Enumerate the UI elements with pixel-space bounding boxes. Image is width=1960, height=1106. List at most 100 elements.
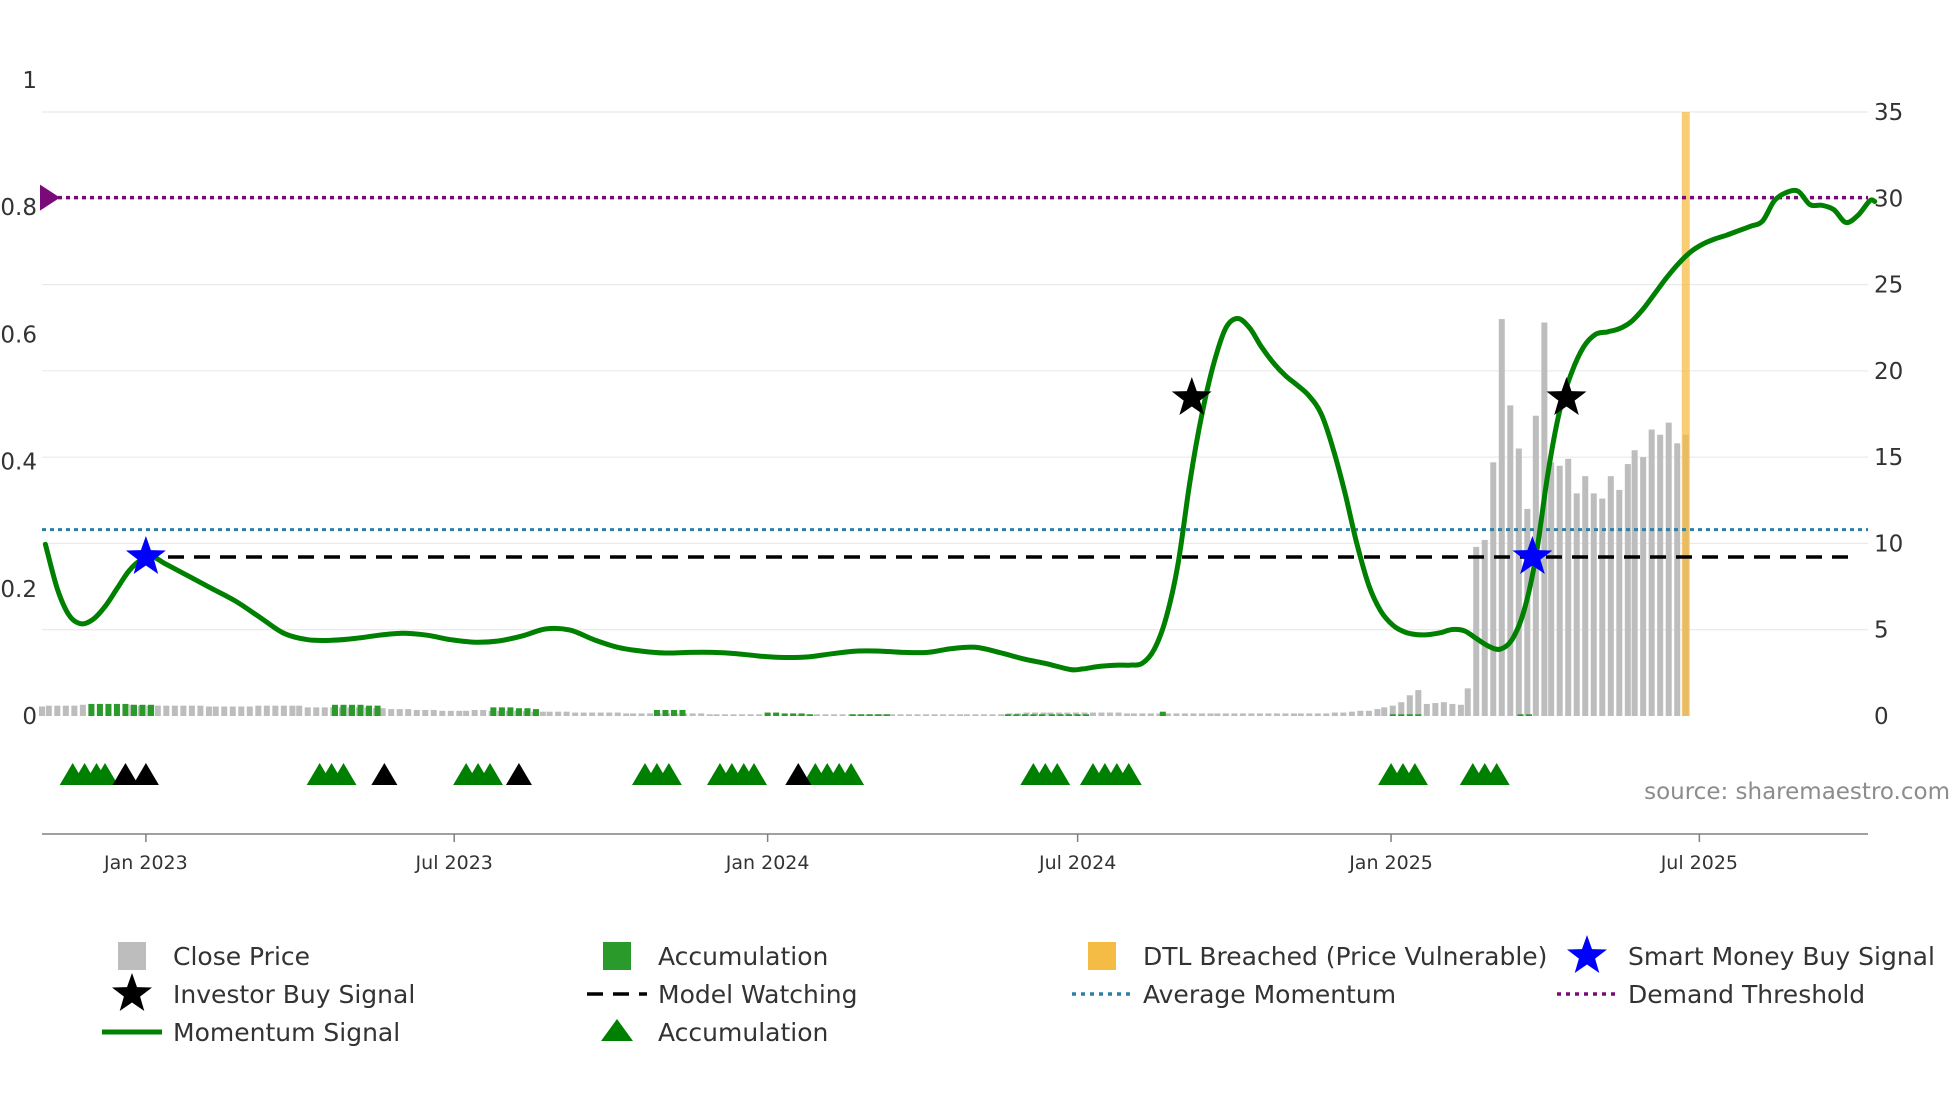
close-price-bar xyxy=(1164,713,1171,716)
dtl-breached-bar xyxy=(1681,112,1690,716)
close-price-bar xyxy=(546,711,553,716)
close-price-bar xyxy=(396,709,403,716)
close-price-bar xyxy=(706,714,713,716)
close-price-bar xyxy=(296,705,303,716)
close-price-bar xyxy=(1340,712,1347,716)
close-price-bar xyxy=(563,711,570,716)
accumulation-triangle xyxy=(838,763,865,785)
close-price-bar xyxy=(630,713,637,716)
close-price-bar xyxy=(730,714,737,716)
close-price-bar xyxy=(1406,695,1413,716)
y-right-tick-label: 0 xyxy=(1874,704,1889,730)
close-price-bar xyxy=(1181,713,1188,716)
accumulation-bar xyxy=(1013,714,1020,716)
accumulation-bar xyxy=(773,712,780,716)
legend-label: Close Price xyxy=(173,942,310,971)
close-price-bar xyxy=(480,709,487,716)
close-price-bar xyxy=(1282,713,1289,716)
y-right-tick-label: 15 xyxy=(1874,445,1903,471)
legend-star-icon xyxy=(112,973,152,1011)
close-price-bar xyxy=(313,707,320,716)
accumulation-bar xyxy=(357,704,364,716)
accumulation-bar xyxy=(1030,714,1037,716)
close-price-bar xyxy=(698,713,705,716)
legend-swatch xyxy=(1088,942,1116,970)
accumulation-triangle xyxy=(330,763,357,785)
close-price-bar xyxy=(1198,713,1205,716)
close-price-bar xyxy=(1565,458,1572,716)
close-price-bar xyxy=(54,705,61,716)
legend-label: DTL Breached (Price Vulnerable) xyxy=(1143,942,1547,971)
accumulation-bar xyxy=(849,714,856,716)
close-price-bar xyxy=(1423,703,1430,716)
close-price-bar xyxy=(997,714,1004,716)
close-price-bar xyxy=(1147,713,1154,716)
close-price-bar xyxy=(405,709,412,716)
accumulation-bar xyxy=(670,709,677,716)
tick-labels: Jan 2023 Jul 2023 Jan 2024 Jul 2024 Jan 2025… xyxy=(0,68,1903,874)
accumulation-bar xyxy=(139,704,146,716)
close-price-bar xyxy=(38,706,46,716)
accumulation-bar xyxy=(1406,714,1413,716)
accumulation-triangle xyxy=(476,763,503,785)
close-price-bar xyxy=(948,714,955,716)
close-price-bar xyxy=(1190,713,1197,716)
signal-markers xyxy=(59,377,1587,785)
close-price-bar xyxy=(923,714,930,716)
close-price-bar xyxy=(212,706,219,716)
accumulation-bar xyxy=(130,704,137,716)
close-price-bar xyxy=(822,714,829,716)
close-price-bar xyxy=(246,706,253,716)
legend-label: Smart Money Buy Signal xyxy=(1628,942,1935,971)
accumulation-triangle xyxy=(92,763,119,785)
close-price-bar xyxy=(1256,713,1263,716)
close-price-bar xyxy=(914,714,921,716)
legend-label: Model Watching xyxy=(658,980,858,1009)
accumulation-bars xyxy=(88,703,1533,716)
accumulation-bar xyxy=(1526,714,1533,716)
close-price-bar xyxy=(1457,704,1464,716)
accumulation-bar xyxy=(764,712,771,716)
x-tick-label: Jan 2023 xyxy=(103,852,188,874)
accumulation-bar xyxy=(88,703,95,716)
close-price-bar xyxy=(1357,710,1364,716)
legend-item-model-watching: Model Watching xyxy=(587,980,858,1009)
close-price-bar xyxy=(1239,713,1246,716)
close-price-bars xyxy=(38,319,1689,716)
accumulation-bar xyxy=(1057,714,1064,716)
accumulation-bar xyxy=(105,703,112,716)
close-price-bar xyxy=(1657,434,1664,716)
close-price-bar xyxy=(1098,712,1105,716)
accumulation-bar xyxy=(113,703,120,716)
accumulation-bar xyxy=(331,704,338,716)
close-price-bar xyxy=(413,709,420,716)
close-price-bar xyxy=(1089,712,1096,716)
close-price-bar xyxy=(304,707,311,716)
legend-label: Investor Buy Signal xyxy=(173,980,415,1009)
close-price-bar xyxy=(1265,713,1272,716)
close-price-bar xyxy=(463,710,470,716)
close-price-bar xyxy=(1464,688,1471,716)
close-price-bar xyxy=(289,705,296,716)
close-price-bar xyxy=(539,711,546,716)
accumulation-bar xyxy=(148,704,155,716)
source-label: source: sharemaestro.com xyxy=(1644,779,1950,805)
accumulation-triangle xyxy=(655,763,682,785)
accumulation-bar xyxy=(807,714,814,716)
legend-item-close-price: Close Price xyxy=(118,942,310,971)
demand-threshold-marker xyxy=(40,184,60,211)
accumulation-bar xyxy=(790,713,797,716)
x-tick-label: Jan 2025 xyxy=(1348,852,1433,874)
close-price-bar xyxy=(1498,319,1505,716)
close-price-bar xyxy=(1548,462,1555,716)
accumulation-bar xyxy=(866,714,873,716)
accumulation-bar xyxy=(1517,714,1524,716)
y-left-tick-label: 1 xyxy=(22,68,37,94)
close-price-bar xyxy=(739,714,746,716)
close-price-bar xyxy=(45,705,52,716)
close-price-bar xyxy=(1556,465,1563,716)
close-price-bar xyxy=(597,712,604,716)
close-price-bar xyxy=(1173,713,1180,716)
investor-buy-star xyxy=(1546,377,1587,415)
accumulation-bar xyxy=(662,709,669,716)
